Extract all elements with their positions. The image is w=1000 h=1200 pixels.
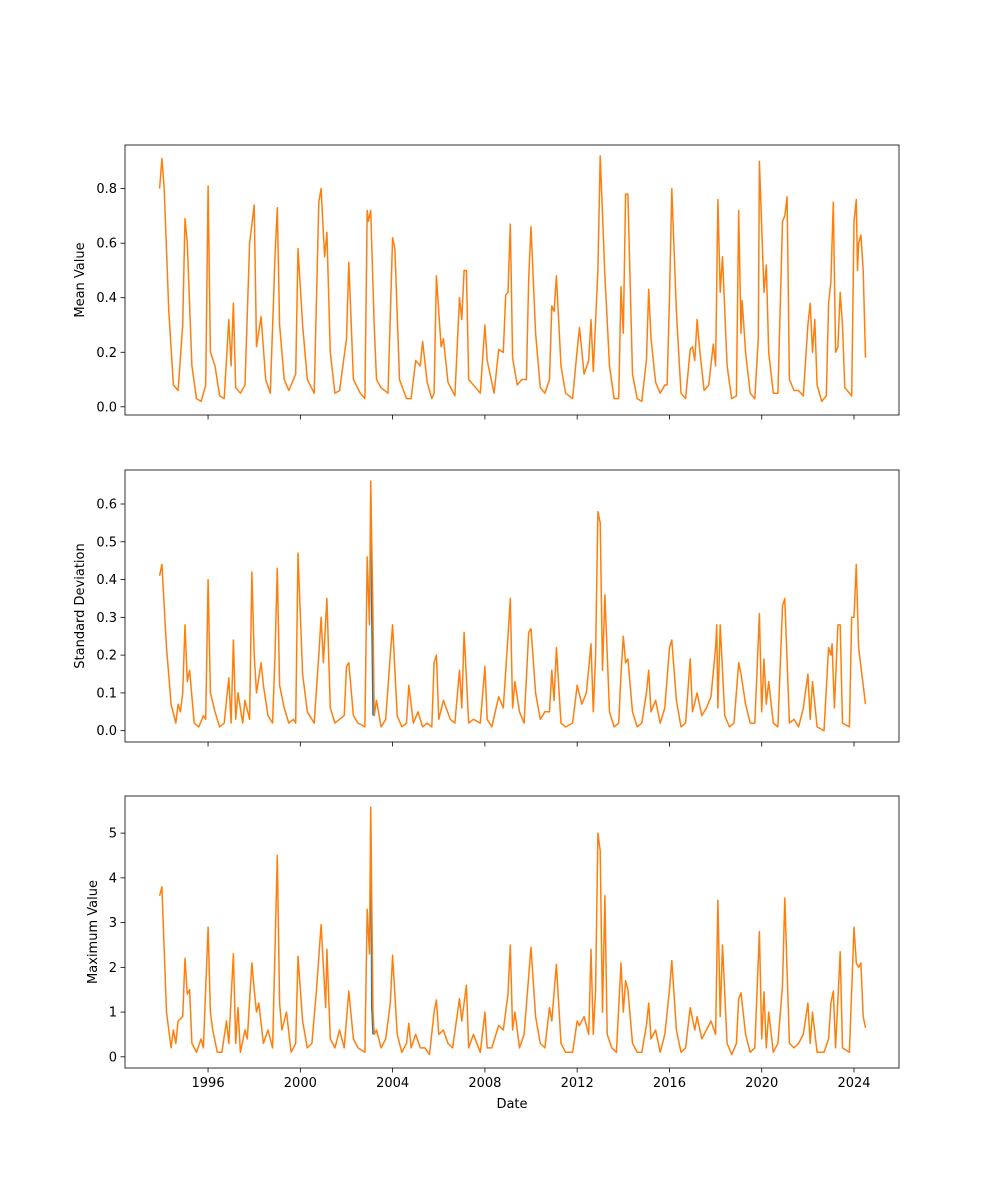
x-tick-label: 2020 [745, 1076, 778, 1091]
y-tick-label: 0 [109, 1050, 117, 1065]
axes-frame [124, 144, 900, 416]
y-tick-label: 0.2 [96, 649, 117, 664]
y-tick-label: 0.6 [96, 237, 117, 252]
subplot-1: 0.0 0.2 0.4 0.6 0.8 Mean Value [73, 144, 900, 420]
y-axis-label: Maximum Value [86, 880, 101, 984]
subplot-2: 0.0 0.1 0.2 0.3 0.4 0.5 0.6 Standard Deviation [73, 469, 900, 747]
y-tick-label: 4 [109, 871, 117, 886]
series-orange-line [158, 480, 867, 732]
axes-frame [124, 795, 900, 1069]
y-tick-label: 0.4 [96, 291, 117, 306]
y-tick-label: 0.3 [96, 611, 117, 626]
series-orange-line [158, 806, 867, 1056]
x-tick-label: 2004 [376, 1076, 409, 1091]
y-tick-label: 5 [109, 827, 117, 842]
y-tick-label: 1 [109, 1006, 117, 1021]
y-tick-label: 0.2 [96, 346, 117, 361]
y-tick-label: 0.0 [96, 724, 117, 739]
y-tick-label: 0.6 [96, 498, 117, 513]
y-tick-label: 0.4 [96, 573, 117, 588]
axes-frame [124, 469, 900, 743]
subplot-3: 1996 2000 2004 2008 2012 2016 2020 2024 0 1 2 3 4 5 Ma… [86, 795, 900, 1112]
y-tick-label: 0.8 [96, 182, 117, 197]
series-orange-line [158, 155, 867, 403]
x-tick-label: 2008 [468, 1076, 501, 1091]
y-tick-label: 0.5 [96, 535, 117, 550]
x-axis-label: Date [496, 1097, 527, 1112]
x-tick-label: 1996 [192, 1076, 225, 1091]
y-tick-label: 2 [109, 961, 117, 976]
y-axis-label: Mean Value [73, 242, 88, 317]
x-tick-label: 2016 [653, 1076, 686, 1091]
y-tick-label: 3 [109, 916, 117, 931]
x-tick-label: 2024 [837, 1076, 870, 1091]
x-tick-label: 2012 [561, 1076, 594, 1091]
y-tick-label: 0.1 [96, 686, 117, 701]
y-tick-label: 0.0 [96, 400, 117, 415]
y-axis-label: Standard Deviation [73, 543, 88, 668]
x-tick-label: 2000 [284, 1076, 317, 1091]
